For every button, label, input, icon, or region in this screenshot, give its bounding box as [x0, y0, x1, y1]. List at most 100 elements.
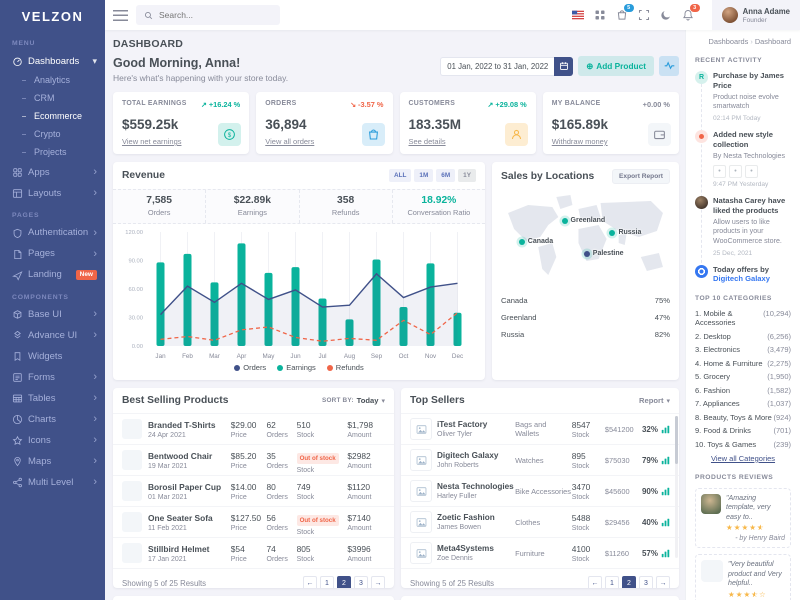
legend-item[interactable]: Earnings — [277, 363, 316, 372]
legend-item[interactable]: Orders — [234, 363, 266, 372]
stat-link[interactable]: View all orders — [265, 137, 315, 146]
seller-category: Watches — [515, 455, 544, 465]
scrollbar[interactable] — [675, 416, 678, 558]
date-range-input[interactable]: 01 Jan, 2022 to 31 Jan, 2022 — [440, 56, 555, 76]
stat-link[interactable]: See details — [408, 137, 446, 146]
prev-page-button[interactable]: ← — [303, 576, 317, 588]
fullscreen-icon-button[interactable] — [634, 3, 655, 27]
sidebar-item[interactable]: Widgets — [0, 346, 105, 367]
map-marker[interactable]: Canada — [518, 238, 553, 245]
page-button[interactable]: 3 — [354, 576, 368, 588]
sidebar-item[interactable]: Advance UI — [0, 325, 105, 346]
sidebar-item[interactable]: Authentication — [0, 223, 105, 244]
menu-toggle-button[interactable] — [113, 9, 128, 21]
map-marker[interactable]: Palestine — [583, 250, 624, 257]
notifications-icon-button[interactable]: 3 — [678, 3, 700, 27]
stat-link[interactable]: Withdraw money — [551, 137, 608, 146]
dark-mode-icon-button[interactable] — [656, 3, 677, 27]
stat-link[interactable]: View net earnings — [122, 137, 182, 146]
sidebar-item[interactable]: CRM — [0, 90, 105, 108]
seller-row[interactable]: Meta4Systems Zoe Dennis Furniture 4100 St… — [401, 537, 679, 568]
sidebar-item[interactable]: Projects — [0, 144, 105, 162]
revenue-filter-button[interactable]: 6M — [436, 169, 456, 182]
sidebar-item[interactable]: Analytics — [0, 72, 105, 90]
products-panel — [401, 596, 679, 600]
sidebar-item[interactable]: Icons — [0, 430, 105, 451]
review-card[interactable]: "Very beautiful product and Very helpful… — [695, 553, 791, 600]
sidebar-item[interactable]: Apps — [0, 162, 105, 183]
sidebar-item[interactable]: Ecommerce — [0, 108, 105, 126]
revenue-filter-button[interactable]: ALL — [388, 169, 412, 182]
category-row[interactable]: 8. Beauty, Toys & More (924) — [695, 412, 791, 422]
page-button[interactable]: 1 — [605, 576, 619, 588]
next-page-button[interactable]: → — [371, 576, 385, 588]
product-row[interactable]: One Seater Sofa 11 Feb 2021 $127.50 Price… — [113, 506, 394, 537]
sidebar-item[interactable]: Landing New — [0, 265, 105, 286]
app-logo[interactable]: VELZON — [21, 9, 84, 24]
calendar-button[interactable] — [554, 56, 574, 76]
revenue-filter-button[interactable]: 1M — [414, 169, 434, 182]
user-menu[interactable]: Anna Adame Founder — [711, 0, 800, 30]
sidebar-item[interactable]: COMPONENTS — [0, 286, 105, 305]
location-name: Canada — [501, 296, 528, 305]
product-row[interactable]: Stillbird Helmet 17 Jan 2021 $54 Price 74… — [113, 537, 394, 568]
product-row[interactable]: Borosil Paper Cup 01 Mar 2021 $14.00 Pric… — [113, 475, 394, 506]
seller-row[interactable]: Zoetic Fashion James Bowen Clothes 5488 S… — [401, 506, 679, 537]
page-button[interactable]: 3 — [639, 576, 653, 588]
page-button[interactable]: 2 — [337, 576, 351, 588]
sidebar-item[interactable]: Multi Level — [0, 472, 105, 493]
report-dropdown[interactable]: Report ▾ — [639, 396, 670, 405]
product-row[interactable]: Bentwood Chair 19 Mar 2021 $85.20 Price 3… — [113, 444, 394, 475]
prev-page-button[interactable]: ← — [588, 576, 602, 588]
category-row[interactable]: 3. Electronics (3,479) — [695, 345, 791, 355]
sort-by-dropdown[interactable]: SORT BY: Today ▾ — [322, 396, 385, 405]
activity-item[interactable]: Natasha Carey have liked the products Al… — [695, 196, 791, 257]
category-row[interactable]: 9. Food & Drinks (701) — [695, 426, 791, 436]
apps-grid-icon-button[interactable] — [590, 3, 611, 27]
sidebar-item[interactable]: Charts — [0, 409, 105, 430]
revenue-filter-button[interactable]: 1Y — [458, 169, 476, 182]
view-all-categories-link[interactable]: View all Categories — [710, 453, 776, 463]
category-row[interactable]: 1. Mobile & Accessories (10,294) — [695, 309, 791, 328]
category-row[interactable]: 2. Desktop (6,256) — [695, 331, 791, 341]
breadcrumb-parent[interactable]: Dashboards — [708, 37, 749, 46]
sidebar-item[interactable]: Tables — [0, 388, 105, 409]
activity-link[interactable]: Digitech Galaxy — [713, 274, 770, 284]
product-row[interactable]: Branded T-Shirts 24 Apr 2021 $29.00 Price… — [113, 413, 394, 444]
sidebar-item[interactable]: Pages — [0, 244, 105, 265]
activity-item[interactable]: Added new style collection By Nesta Tech… — [695, 129, 791, 188]
page-button[interactable]: 1 — [320, 576, 334, 588]
search-icon — [144, 11, 153, 20]
map-marker[interactable]: Russia — [609, 229, 641, 236]
search-input[interactable] — [157, 9, 272, 21]
seller-row[interactable]: Digitech Galaxy John Roberts Watches 895… — [401, 444, 679, 475]
sidebar-item[interactable]: Base UI — [0, 304, 105, 325]
star-rating: ★★★☆★☆ — [728, 589, 767, 599]
category-row[interactable]: 6. Fashion (1,582) — [695, 385, 791, 395]
sidebar-item[interactable]: MENU — [0, 32, 105, 51]
activity-button[interactable] — [659, 56, 679, 76]
add-product-button[interactable]: ⊕ Add Product — [578, 56, 654, 76]
sidebar-item[interactable]: Forms — [0, 367, 105, 388]
activity-item[interactable]: R Purchase by James Price Product noise … — [695, 71, 791, 122]
sidebar-item[interactable]: Layouts — [0, 183, 105, 204]
sidebar-item[interactable]: Maps — [0, 451, 105, 472]
category-row[interactable]: 5. Grocery (1,950) — [695, 372, 791, 382]
sidebar-item[interactable]: Crypto — [0, 126, 105, 144]
next-page-button[interactable]: → — [656, 576, 670, 588]
sidebar-item[interactable]: PAGES — [0, 204, 105, 223]
category-row[interactable]: 10. Toys & Games (239) — [695, 439, 791, 449]
seller-row[interactable]: Nesta Technologies Harley Fuller Bike Ac… — [401, 475, 679, 506]
category-row[interactable]: 4. Home & Furniture (2,275) — [695, 358, 791, 368]
seller-row[interactable]: iTest Factory Oliver Tyler Bags and Wall… — [401, 413, 679, 444]
activity-item[interactable]: Today offers by Digitech Galaxy — [695, 264, 791, 285]
legend-item[interactable]: Refunds — [326, 363, 364, 372]
page-button[interactable]: 2 — [622, 576, 636, 588]
flag-icon-button[interactable] — [568, 3, 589, 27]
map-marker[interactable]: Greenland — [561, 217, 605, 224]
cart-icon-button[interactable]: 5 — [612, 3, 634, 27]
review-card[interactable]: "Amazing template, very easy to.. ★★★★☆★… — [695, 487, 791, 548]
export-report-button[interactable]: Export Report — [612, 169, 670, 184]
sidebar-item[interactable]: Dashboards — [0, 51, 105, 72]
category-row[interactable]: 7. Appliances (1,037) — [695, 399, 791, 409]
